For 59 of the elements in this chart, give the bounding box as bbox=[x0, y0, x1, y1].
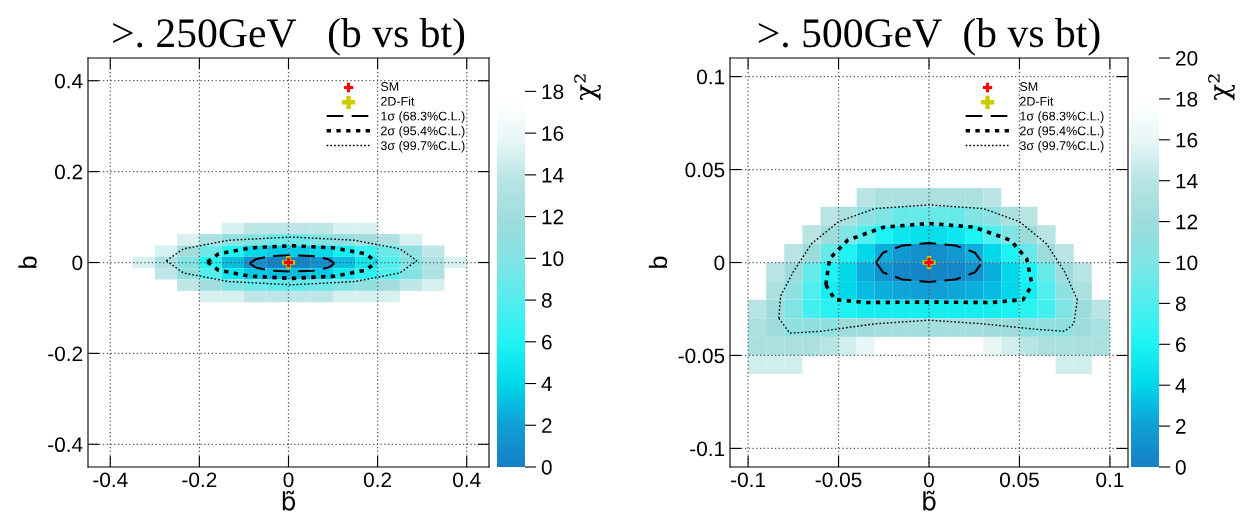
color-bar-label: 14 bbox=[542, 168, 564, 183]
x-tick-label: 0 bbox=[924, 472, 934, 488]
chart-title: >. 500GeV (b vs bt) bbox=[758, 17, 1100, 56]
legend-label: 2σ (95.4%C.L.) bbox=[1020, 126, 1104, 138]
legend-label: 3σ (99.7%C.L.) bbox=[380, 140, 465, 153]
color-bar-label: 6 bbox=[1176, 337, 1186, 353]
color-bar-label: 8 bbox=[1175, 296, 1186, 312]
legend-label: 2D-Fit bbox=[1020, 96, 1054, 106]
color-bar-label: 10 bbox=[1176, 255, 1198, 271]
color-bar-label: 4 bbox=[541, 376, 552, 392]
x-tick-label: -0.4 bbox=[93, 472, 128, 488]
legend-label: 1σ (68.3%C.L.) bbox=[381, 111, 465, 123]
y-tick-label: 0 bbox=[72, 255, 83, 271]
color-bar-label: 10 bbox=[542, 251, 564, 267]
color-bar-label: 18 bbox=[1176, 91, 1198, 107]
x-tick-label: -0.2 bbox=[182, 472, 217, 488]
x-tick-label: 0.05 bbox=[1000, 472, 1039, 488]
color-bar-label: 8 bbox=[541, 293, 552, 308]
color-bar-label: 16 bbox=[542, 126, 564, 141]
color-bar-label: 4 bbox=[1175, 378, 1186, 393]
y-tick-label: -0.1 bbox=[690, 441, 725, 457]
x-tick-label: -0.1 bbox=[731, 472, 766, 488]
y-tick-label: 0.05 bbox=[685, 162, 725, 178]
y-tick-label: 0.1 bbox=[696, 69, 725, 85]
color-bar-title: χ² bbox=[1208, 74, 1235, 101]
color-bar-label: 0 bbox=[541, 460, 552, 475]
legend-label: 1σ (68.3%C.L.) bbox=[1020, 111, 1104, 123]
y-tick-label: 0 bbox=[714, 255, 725, 271]
color-bar-label: 12 bbox=[542, 209, 564, 225]
color-bar-label: 0 bbox=[1175, 460, 1186, 475]
color-bar-label: 6 bbox=[542, 334, 552, 350]
y-tick-label: -0.05 bbox=[678, 348, 725, 364]
legend-label: 3σ (99.7%C.L.) bbox=[1019, 140, 1104, 153]
color-bar-label: 16 bbox=[1176, 132, 1198, 148]
legend-label: SM bbox=[380, 82, 399, 91]
y-axis-title: b bbox=[648, 256, 668, 268]
legend-label: 2D-Fit bbox=[381, 96, 415, 106]
y-axis-title: b bbox=[18, 256, 37, 268]
color-bar-label: 2 bbox=[542, 418, 552, 433]
chart-title: >. 250GeV (b vs bt) bbox=[113, 17, 465, 56]
y-tick-label: 0.4 bbox=[54, 73, 83, 89]
color-bar-title: χ² bbox=[574, 74, 601, 101]
legend-label: 2σ (95.4%C.L.) bbox=[381, 126, 465, 138]
color-bar-label: 14 bbox=[1176, 173, 1198, 189]
x-axis-title: b̃ bbox=[282, 490, 296, 511]
color-bar-label: 2 bbox=[1176, 419, 1186, 434]
y-tick-label: -0.2 bbox=[48, 346, 83, 362]
x-axis-title: b̃ bbox=[923, 490, 936, 511]
y-tick-label: 0.2 bbox=[54, 164, 83, 180]
x-tick-label: -0.05 bbox=[815, 472, 862, 488]
x-tick-label: 0 bbox=[283, 472, 294, 488]
color-bar-label: 12 bbox=[1176, 214, 1198, 230]
x-tick-label: 0.2 bbox=[363, 472, 392, 488]
legend-label: SM bbox=[1019, 82, 1038, 91]
color-bar-label: 18 bbox=[542, 84, 564, 100]
y-tick-label: -0.4 bbox=[48, 437, 83, 453]
x-tick-label: 0.1 bbox=[1096, 472, 1124, 488]
x-tick-label: 0.4 bbox=[453, 472, 481, 488]
color-bar-label: 20 bbox=[1176, 51, 1198, 66]
